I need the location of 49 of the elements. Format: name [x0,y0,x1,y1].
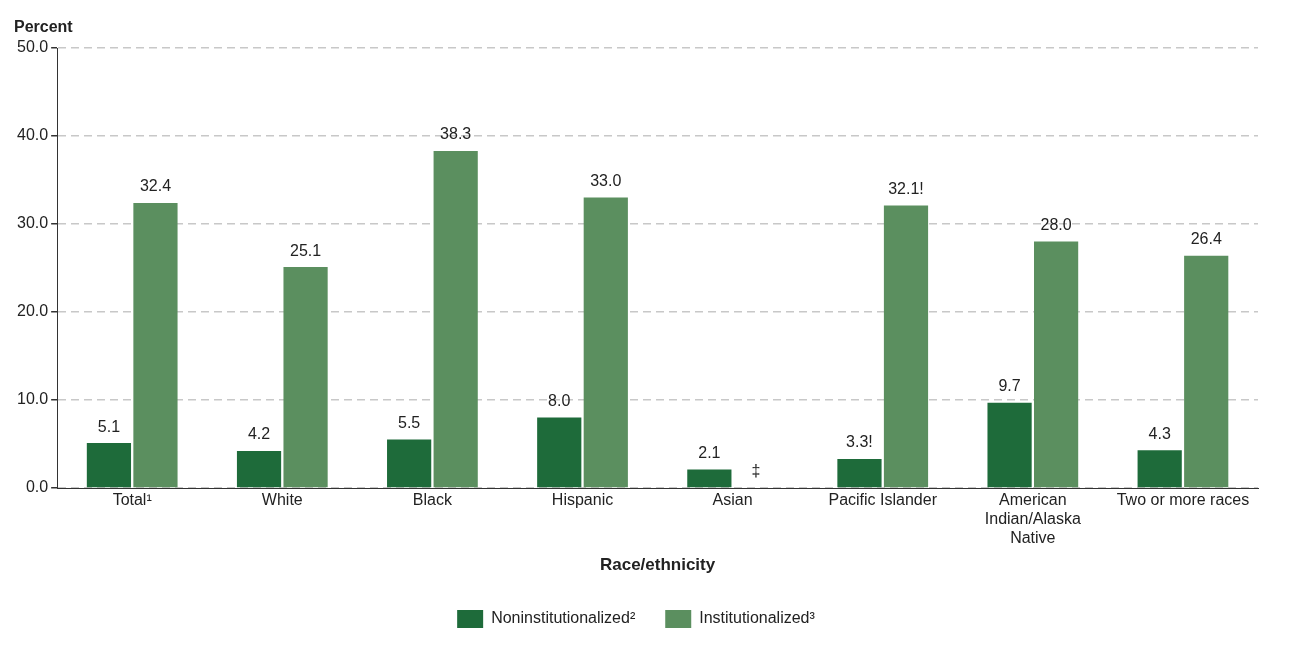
bar [1184,255,1229,488]
data-label: 32.1! [888,179,924,197]
bar [583,197,628,488]
data-label: 28.0 [1040,216,1072,234]
bar [537,417,582,488]
data-label: 5.1 [97,417,121,435]
data-label: 33.0 [590,172,622,190]
bar [283,267,328,488]
data-label: 26.4 [1190,230,1222,248]
x-tick-label: Two or more races [1116,491,1250,509]
data-label: 25.1 [290,241,322,259]
x-axis-title: Race/ethnicity [599,555,716,575]
bar [236,451,282,488]
x-tick-label: Total¹ [112,491,152,509]
x-tick-label: Pacific Islander [828,491,938,509]
x-tick-label: Asian [712,491,753,509]
data-label: 5.5 [398,414,421,432]
data-label: 8.0 [548,392,571,410]
data-label: 2.1 [698,443,721,461]
bar [987,402,1032,488]
data-label: 3.3! [846,433,873,451]
x-tick-label: Hispanic [551,491,614,509]
x-tick-label: White [261,491,303,509]
bar [1034,241,1079,488]
y-tick-label: 20.0 [17,302,49,320]
y-tick-label: 50.0 [17,38,49,56]
text: ‡ [751,462,761,480]
y-tick-label: 0.0 [25,478,49,496]
data-label: 32.4 [139,177,172,195]
data-label: 4.3 [1148,424,1171,442]
bar [837,458,882,488]
y-tick-label: 30.0 [17,214,49,232]
y-tick-label: 10.0 [17,390,49,408]
data-label: 38.3 [440,125,472,143]
bar [133,202,178,488]
bar [86,443,132,488]
y-tick-label: 40.0 [17,126,49,144]
data-label: 9.7 [998,377,1021,395]
bar [387,439,432,488]
x-tick-label: American Indian/Alaska Native [984,491,1081,547]
bar [687,469,732,488]
bar [1137,450,1182,488]
legend-label: Noninstitutionalized² [491,609,636,627]
data-label: 4.2 [247,425,271,443]
x-tick-label: Black [412,491,453,509]
legend-label: Institutionalized³ [699,609,816,627]
bar [433,150,478,488]
y-axis-title: Percent [14,18,74,36]
bar [883,205,929,488]
